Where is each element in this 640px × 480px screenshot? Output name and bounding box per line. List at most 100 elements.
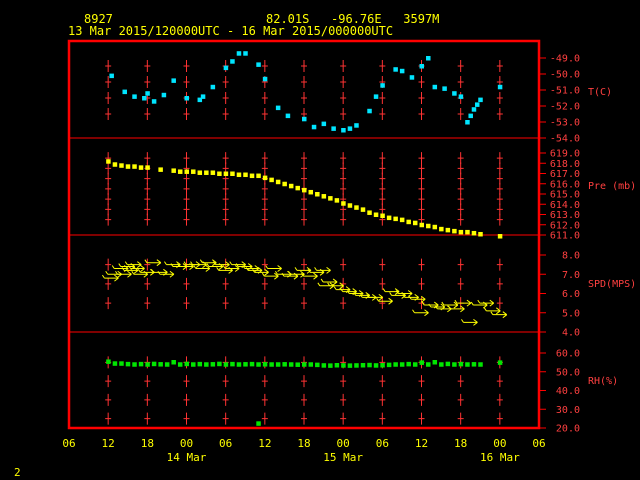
- temperature-point: [171, 78, 176, 83]
- grid-mark: [105, 182, 112, 195]
- grid-mark: [301, 213, 307, 226]
- temperature-point: [210, 84, 216, 90]
- grid-mark: [222, 277, 229, 290]
- time-range: 13 Mar 2015/120000UTC - 16 Mar 2015/0000…: [68, 24, 393, 38]
- grid-mark: [301, 297, 307, 310]
- grid-mark: [379, 393, 386, 406]
- grid-mark: [457, 182, 464, 195]
- grid-mark: [261, 162, 268, 175]
- panel-label-humidity: RH(%): [588, 376, 618, 387]
- grid-mark: [144, 213, 151, 226]
- wind-arrow: [199, 259, 217, 267]
- wind-arrow: [382, 288, 400, 295]
- x-tick-label: 00: [337, 437, 350, 450]
- grid-mark: [457, 375, 464, 388]
- humidity-point: [151, 361, 157, 367]
- grid-mark: [105, 92, 112, 104]
- pressure-point: [406, 219, 411, 225]
- temperature-point: [478, 97, 483, 103]
- pressure-point: [439, 226, 444, 232]
- temperature-point: [341, 128, 346, 133]
- grid-mark: [144, 277, 151, 290]
- grid-mark: [340, 152, 347, 165]
- wind-arrow: [314, 267, 331, 274]
- wind-arrow: [144, 259, 162, 267]
- grid-mark: [105, 203, 112, 216]
- grid-mark: [457, 162, 464, 175]
- wind-arrow: [320, 278, 338, 286]
- x-tick-label: 18: [454, 437, 467, 450]
- pressure-point: [125, 164, 131, 169]
- temperature-point: [373, 94, 379, 99]
- wind-arrow: [245, 267, 263, 274]
- temperature-point: [471, 107, 477, 112]
- grid-mark: [144, 108, 151, 120]
- grid-mark: [496, 162, 503, 175]
- grid-mark: [105, 297, 112, 310]
- grid-mark: [496, 375, 503, 388]
- y-tick-label-temperature: -51.0: [550, 86, 580, 97]
- humidity-point: [373, 363, 379, 368]
- grid-mark: [183, 193, 190, 206]
- grid-mark: [261, 92, 268, 104]
- pressure-point: [452, 228, 457, 234]
- humidity-point: [184, 361, 189, 367]
- grid-mark: [457, 193, 464, 206]
- y-tick-label-temperature: -49.0: [550, 54, 580, 65]
- wind-arrow: [376, 297, 393, 305]
- grid-mark: [379, 60, 386, 72]
- wind-arrow: [428, 303, 446, 311]
- grid-mark: [105, 193, 112, 206]
- pressure-point: [249, 173, 255, 179]
- x-tick-label: 00: [493, 437, 506, 450]
- grid-mark: [261, 277, 268, 290]
- grid-mark: [222, 76, 229, 88]
- pressure-point: [419, 222, 424, 228]
- humidity-point: [243, 362, 248, 367]
- pressure-point: [302, 187, 307, 193]
- x-tick-label: 06: [376, 437, 389, 450]
- grid-mark: [496, 108, 503, 120]
- temperature-point: [142, 96, 147, 101]
- humidity-point: [445, 361, 451, 367]
- page-number: 2: [14, 466, 21, 479]
- y-tick-label-speed: 4.0: [562, 328, 580, 339]
- grid-mark: [301, 92, 307, 104]
- y-tick-label-pressure: 614.0: [550, 200, 580, 211]
- humidity-point: [328, 363, 333, 368]
- y-tick-label-temperature: -52.0: [550, 102, 580, 113]
- x-tick-label: 06: [219, 437, 232, 450]
- grid-mark: [301, 375, 307, 388]
- grid-mark: [457, 172, 464, 185]
- temperature-point: [409, 75, 415, 80]
- grid-mark: [261, 182, 268, 195]
- grid-mark: [105, 375, 112, 388]
- pressure-point: [432, 224, 438, 230]
- grid-mark: [261, 393, 268, 406]
- humidity-point: [406, 361, 411, 367]
- grid-mark: [457, 258, 464, 271]
- humidity-point: [399, 362, 405, 367]
- y-tick-label-humidity: 20.0: [556, 424, 580, 435]
- grid-mark: [340, 213, 347, 226]
- grid-mark: [183, 412, 190, 425]
- grid-mark: [457, 108, 464, 120]
- wind-arrow: [252, 268, 269, 276]
- grid-mark: [105, 393, 112, 406]
- humidity-point: [197, 361, 203, 367]
- pressure-point: [328, 196, 333, 201]
- wind-arrow: [412, 309, 429, 317]
- grid-mark: [222, 412, 229, 425]
- humidity-point: [223, 362, 229, 367]
- grid-mark: [418, 162, 425, 175]
- wind-arrow: [157, 270, 175, 278]
- x-tick-label: 12: [102, 437, 115, 450]
- humidity-point: [217, 361, 222, 367]
- temperature-point: [458, 94, 464, 99]
- y-tick-label-pressure: 615.0: [550, 190, 580, 201]
- pressure-point: [282, 181, 287, 187]
- wind-arrow: [164, 261, 181, 269]
- wind-arrow: [333, 286, 351, 294]
- x-day-label: 16 Mar: [480, 451, 520, 464]
- temperature-point: [321, 121, 327, 127]
